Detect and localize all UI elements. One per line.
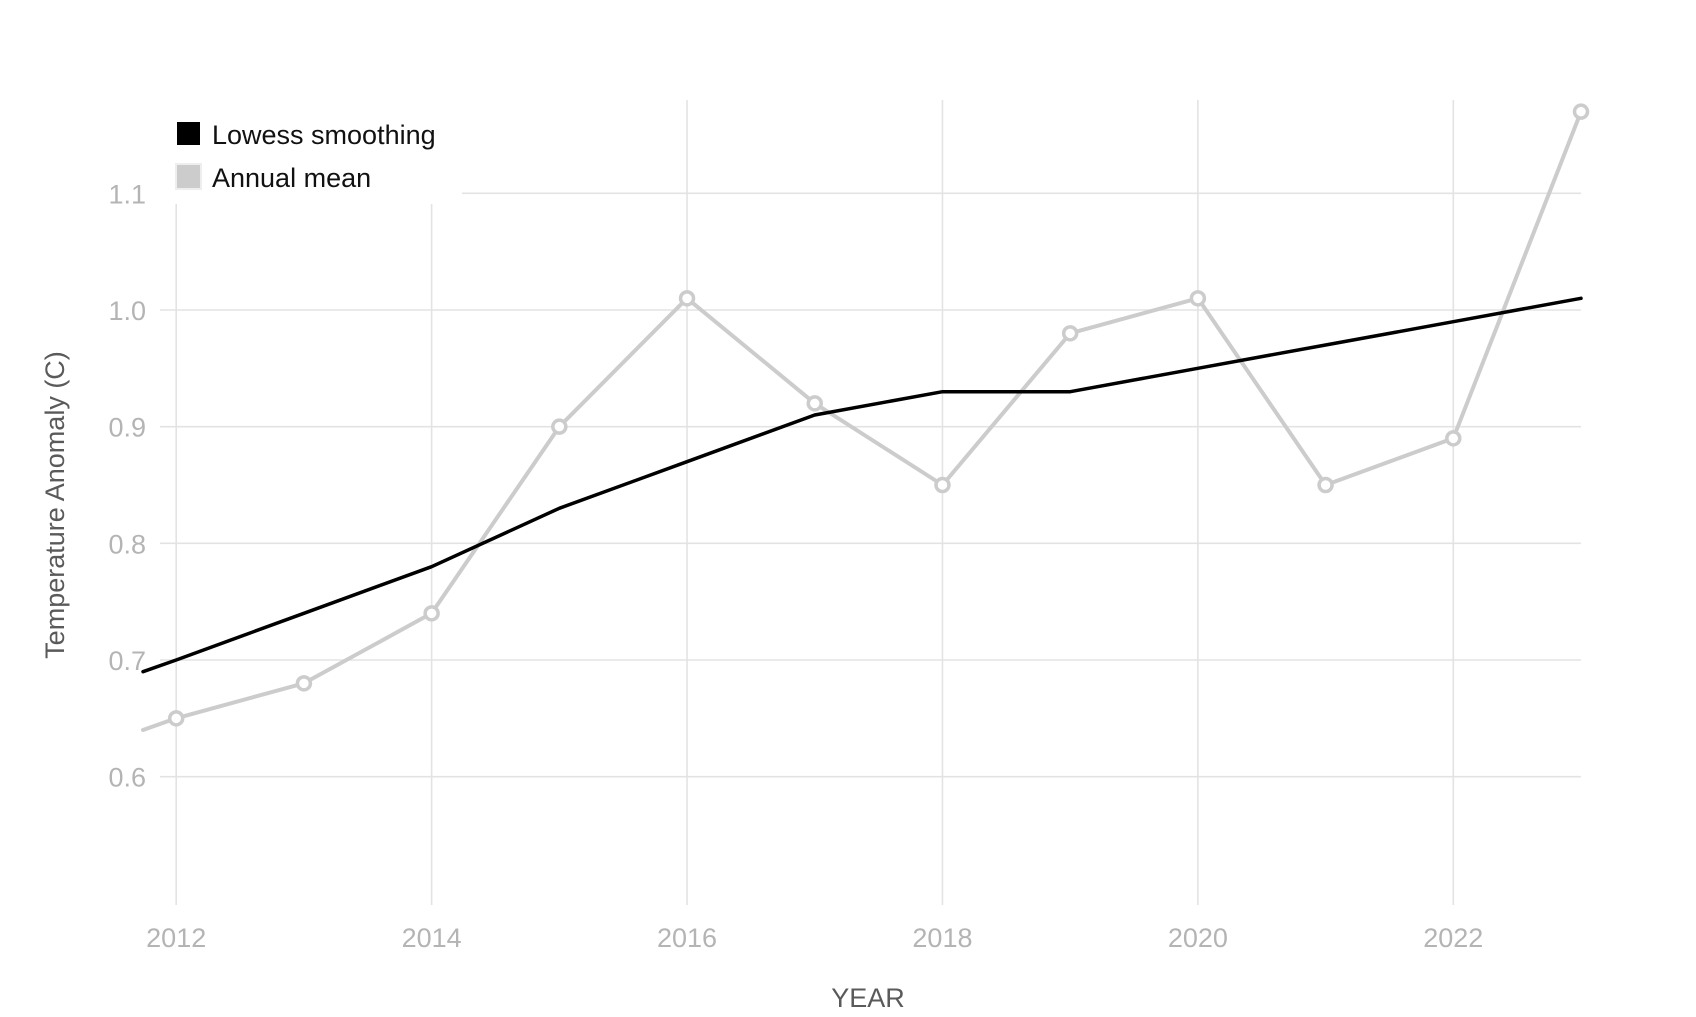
- y-tick-label: 1.0: [108, 296, 146, 326]
- annual-mean-point: [1189, 290, 1207, 307]
- y-tick-label: 0.7: [108, 646, 146, 676]
- annual-mean-point: [1572, 103, 1590, 120]
- y-tick-label: 0.6: [108, 763, 146, 793]
- tick-labels: 2012 2014 2016 2018 2020 2022 0.6 0.7 0.8 0.9 1.0 1…: [108, 179, 1483, 953]
- y-tick-label: 0.8: [108, 529, 146, 559]
- y-axis-title: Temperature Anomaly (C): [40, 351, 70, 659]
- markers-group: [167, 103, 1590, 727]
- annual-mean-point: [934, 476, 951, 494]
- annual-mean-point: [1317, 476, 1334, 494]
- lowess-smoothing-line: [141, 296, 1583, 674]
- annual-mean-point: [1061, 325, 1079, 342]
- legend-swatch-annual-mean: [175, 163, 202, 190]
- x-tick-label: 2018: [912, 923, 972, 953]
- annual-mean-point: [678, 290, 696, 307]
- x-tick-label: 2022: [1423, 923, 1483, 953]
- x-tick-label: 2014: [402, 923, 462, 953]
- annual-mean-point: [167, 710, 185, 727]
- x-tick-label: 2016: [657, 923, 717, 953]
- x-axis-title: YEAR: [831, 983, 905, 1013]
- annual-mean-point: [295, 675, 313, 692]
- legend-label-annual-mean: Annual mean: [212, 163, 371, 193]
- legend-swatch-lowess: [175, 120, 202, 147]
- legend-background: [160, 100, 462, 204]
- annual-mean-point: [423, 605, 440, 622]
- legend: Lowess smoothing Annual mean: [160, 100, 462, 204]
- annual-mean-line: [141, 109, 1583, 732]
- annual-mean-point: [1445, 430, 1462, 447]
- grid: [160, 100, 1581, 905]
- annual-mean-point: [551, 418, 568, 435]
- x-tick-label: 2012: [146, 923, 206, 953]
- annual-mean-point: [806, 395, 823, 412]
- y-tick-label: 1.1: [108, 179, 146, 209]
- series-group: [141, 109, 1583, 732]
- y-tick-label: 0.9: [108, 413, 146, 443]
- x-tick-label: 2020: [1168, 923, 1228, 953]
- legend-label-lowess: Lowess smoothing: [212, 120, 436, 150]
